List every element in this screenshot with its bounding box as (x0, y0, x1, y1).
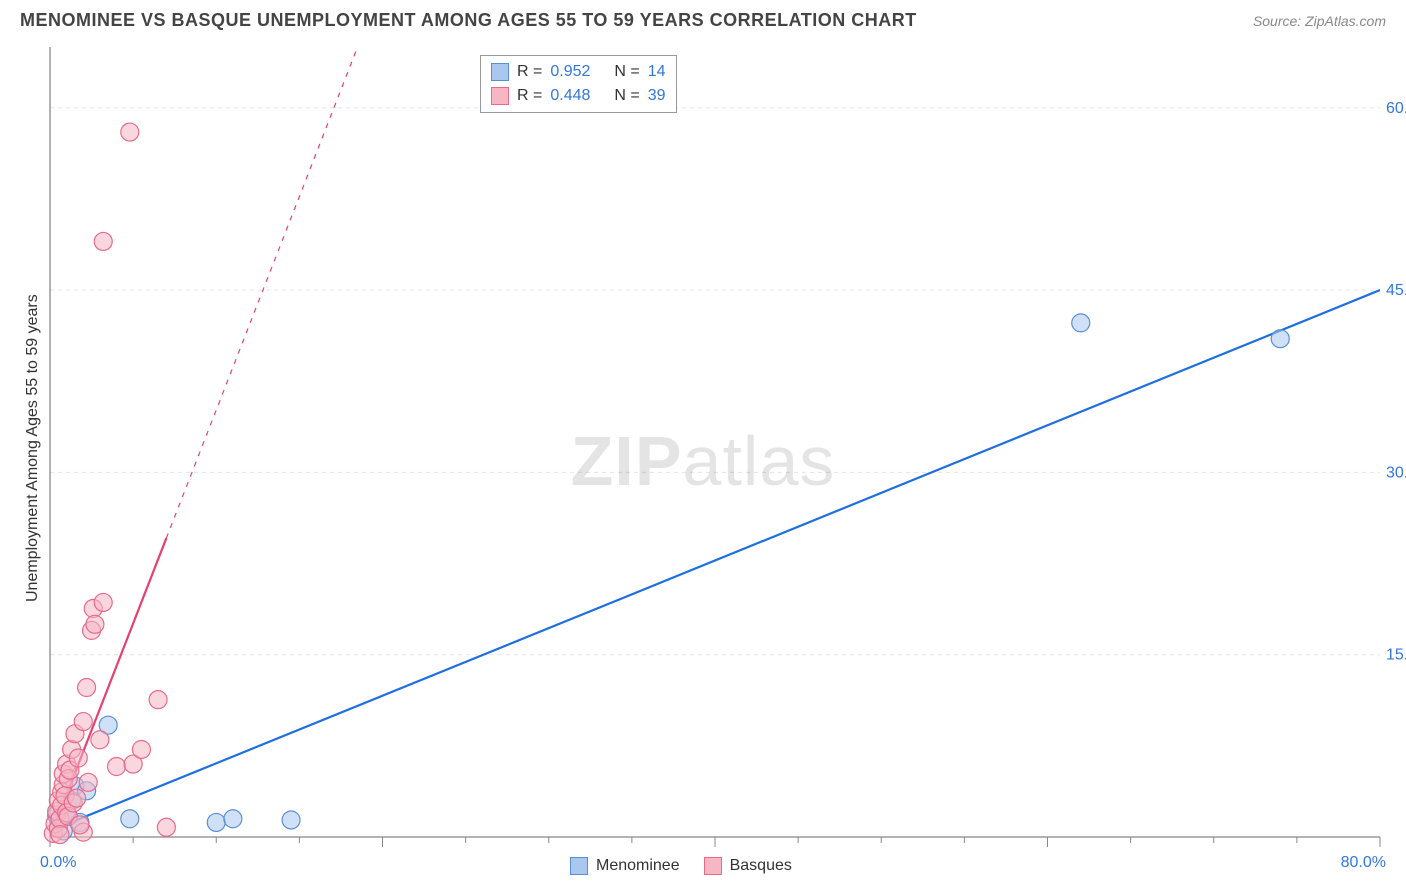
series-legend-item: Menominee (570, 857, 680, 875)
stats-legend-row: R = 0.448N = 39 (491, 84, 666, 108)
svg-text:15.0%: 15.0% (1386, 647, 1406, 664)
series-legend-item: Basques (704, 857, 792, 875)
stats-legend: R = 0.952N = 14R = 0.448N = 39 (480, 55, 677, 113)
chart-container: 15.0%30.0%45.0%60.0%0.0%80.0% ZIPatlas U… (0, 37, 1406, 885)
svg-text:45.0%: 45.0% (1386, 282, 1406, 299)
svg-text:80.0%: 80.0% (1341, 854, 1386, 871)
scatter-chart: 15.0% 30.0% 45.0% 60.0% 0.0% 80.0% (0, 37, 1406, 885)
series-legend: Menominee Basques (570, 857, 792, 875)
stats-legend-row: R = 0.952N = 14 (491, 60, 666, 84)
svg-text:60.0%: 60.0% (1386, 100, 1406, 117)
chart-title: MENOMINEE VS BASQUE UNEMPLOYMENT AMONG A… (20, 10, 917, 31)
y-axis-label: Unemployment Among Ages 55 to 59 years (24, 294, 42, 602)
svg-text:0.0%: 0.0% (40, 854, 76, 871)
svg-text:30.0%: 30.0% (1386, 464, 1406, 481)
source-label: Source: ZipAtlas.com (1253, 13, 1386, 29)
